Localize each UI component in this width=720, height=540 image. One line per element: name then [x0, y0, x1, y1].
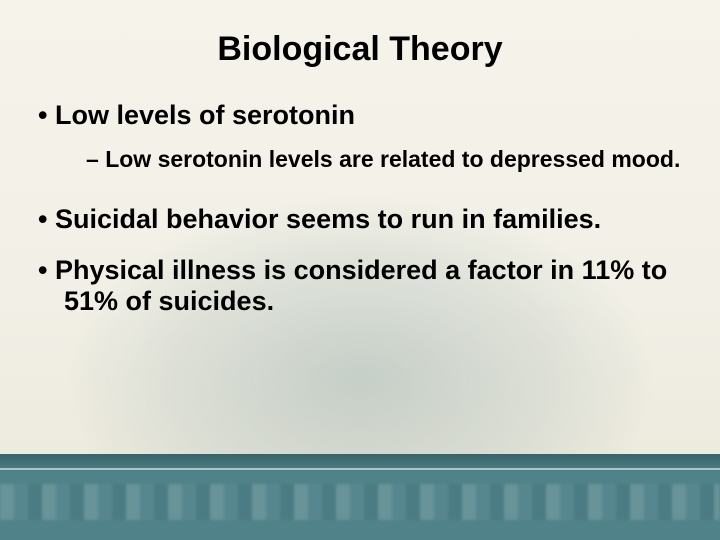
- footer-texture: [0, 484, 720, 520]
- slide-title: Biological Theory: [0, 30, 720, 69]
- bullet-level1: Suicidal behavior seems to run in famili…: [38, 204, 682, 235]
- footer-rule: [0, 468, 720, 470]
- bullet-level2: Low serotonin levels are related to depr…: [86, 145, 682, 174]
- bullet-level1: Low levels of serotonin: [38, 100, 682, 131]
- bullet-level1: Physical illness is considered a factor …: [38, 255, 682, 317]
- footer-band: [0, 454, 720, 540]
- slide-body: Low levels of serotonin Low serotonin le…: [38, 100, 682, 331]
- slide: Biological Theory Low levels of serotoni…: [0, 0, 720, 540]
